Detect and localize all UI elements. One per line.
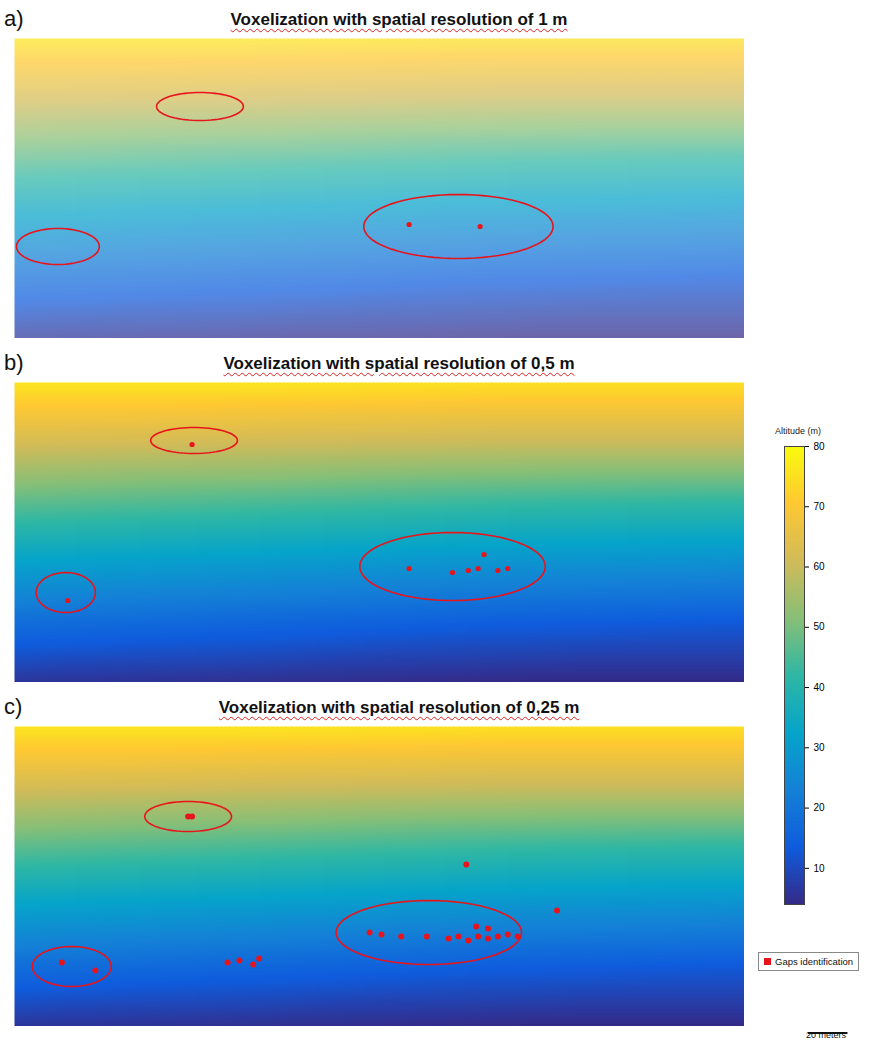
html-text:Altitude (m): Altitude (m)	[775, 426, 821, 436]
html-text:Voxelization with spatial reso: Voxelization with spatial resolution of …	[223, 354, 575, 373]
html-text:Voxelization with spatial reso: Voxelization with spatial resolution of …	[230, 10, 568, 29]
html-text:a): a)	[4, 6, 24, 31]
svg-text:20: 20	[814, 802, 826, 813]
html-text:Gaps identification: Gaps identification	[775, 956, 854, 967]
svg-text:40: 40	[814, 682, 826, 693]
svg-text:30: 30	[814, 742, 826, 753]
svg-text:10: 10	[814, 863, 826, 874]
svg-text:70: 70	[814, 501, 826, 512]
html-text:b): b)	[4, 350, 24, 375]
svg-text:60: 60	[814, 561, 826, 572]
html-text:c): c)	[4, 694, 23, 719]
html-text:Voxelization with spatial reso: Voxelization with spatial resolution of …	[218, 698, 580, 717]
html-text:20 meters: 20 meters	[806, 1030, 846, 1040]
svg-text:50: 50	[814, 621, 826, 632]
svg-text:80: 80	[814, 441, 826, 452]
